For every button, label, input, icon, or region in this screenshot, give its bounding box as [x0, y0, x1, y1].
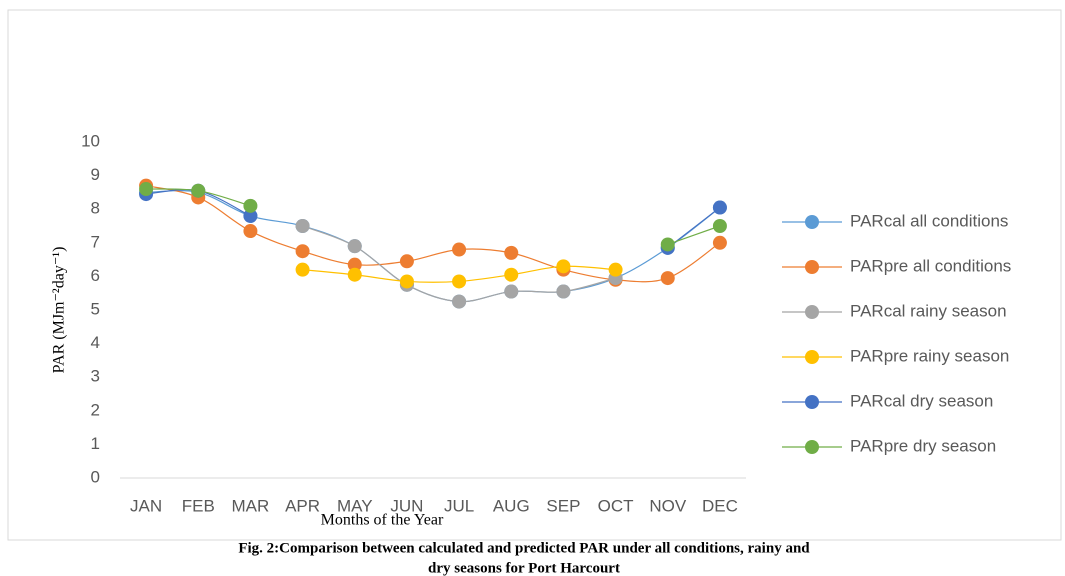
data-point: [399, 274, 414, 289]
data-point: [347, 257, 362, 272]
data-point: [295, 262, 310, 277]
data-point: [712, 219, 727, 233]
x-tick-label: OCT: [598, 496, 634, 515]
legend-marker: [805, 260, 819, 274]
data-point: [399, 254, 414, 269]
data-point: [347, 267, 362, 282]
data-point: [295, 244, 310, 259]
legend-marker: [805, 350, 819, 364]
data-point: [452, 242, 467, 257]
y-tick-label: 8: [91, 199, 100, 218]
legend-label: PARcal all conditions: [850, 211, 1008, 230]
legend-marker: [805, 215, 819, 229]
legend-label: PARcal dry season: [850, 391, 993, 410]
legend-label: PARcal rainy season: [850, 301, 1007, 320]
x-axis-label: Months of the Year: [321, 512, 444, 529]
legend-label: PARpre all conditions: [850, 256, 1011, 275]
legend-marker: [805, 395, 819, 409]
data-point: [347, 239, 362, 254]
data-point: [243, 224, 258, 239]
data-point: [243, 208, 258, 223]
data-point: [243, 198, 258, 213]
data-point: [139, 182, 154, 197]
caption: Fig. 2:Comparison between calculated and…: [238, 540, 810, 556]
x-tick-label: JUL: [444, 496, 474, 515]
y-axis-label: PAR (MJm⁻²day⁻¹): [51, 247, 68, 374]
x-tick-label: MAY: [337, 496, 373, 515]
y-tick-label: 6: [91, 266, 100, 285]
y-tick-label: 9: [91, 165, 100, 184]
legend-marker: [805, 440, 819, 454]
data-point: [660, 237, 675, 252]
y-tick-label: 7: [91, 232, 100, 251]
chart-frame: [7, 9, 1062, 541]
x-tick-label: DEC: [702, 496, 738, 515]
series-line: [146, 188, 721, 246]
x-tick-label: SEP: [546, 496, 580, 515]
x-tick-label: FEB: [182, 496, 215, 515]
x-tick-label: JAN: [130, 496, 162, 515]
x-tick-label: NOV: [649, 496, 687, 515]
series-line: [146, 190, 721, 303]
y-tick-label: 10: [81, 131, 100, 150]
data-point: [191, 183, 206, 198]
x-tick-label: AUG: [493, 496, 530, 515]
data-point: [504, 245, 519, 260]
y-tick-label: 4: [91, 333, 100, 352]
legend-label: PARpre rainy season: [850, 346, 1009, 365]
x-tick-label: JUN: [390, 496, 423, 515]
y-tick-label: 0: [91, 467, 100, 486]
data-point: [504, 284, 519, 299]
data-point: [556, 284, 571, 299]
data-point: [452, 274, 467, 289]
data-point: [295, 219, 310, 233]
data-point: [712, 235, 727, 250]
data-point: [660, 271, 675, 286]
y-tick-label: 5: [91, 299, 100, 318]
legend-marker: [805, 305, 819, 319]
data-point: [556, 259, 571, 274]
y-tick-label: 3: [91, 367, 100, 386]
x-tick-label: MAR: [232, 496, 270, 515]
caption: dry seasons for Port Harcourt: [428, 560, 620, 576]
legend-label: PARpre dry season: [850, 436, 996, 455]
data-point: [504, 267, 519, 282]
data-point: [452, 294, 467, 309]
data-point: [608, 262, 623, 277]
y-tick-label: 1: [91, 434, 100, 453]
x-tick-label: APR: [285, 496, 320, 515]
data-point: [712, 200, 727, 215]
y-tick-label: 2: [91, 400, 100, 419]
